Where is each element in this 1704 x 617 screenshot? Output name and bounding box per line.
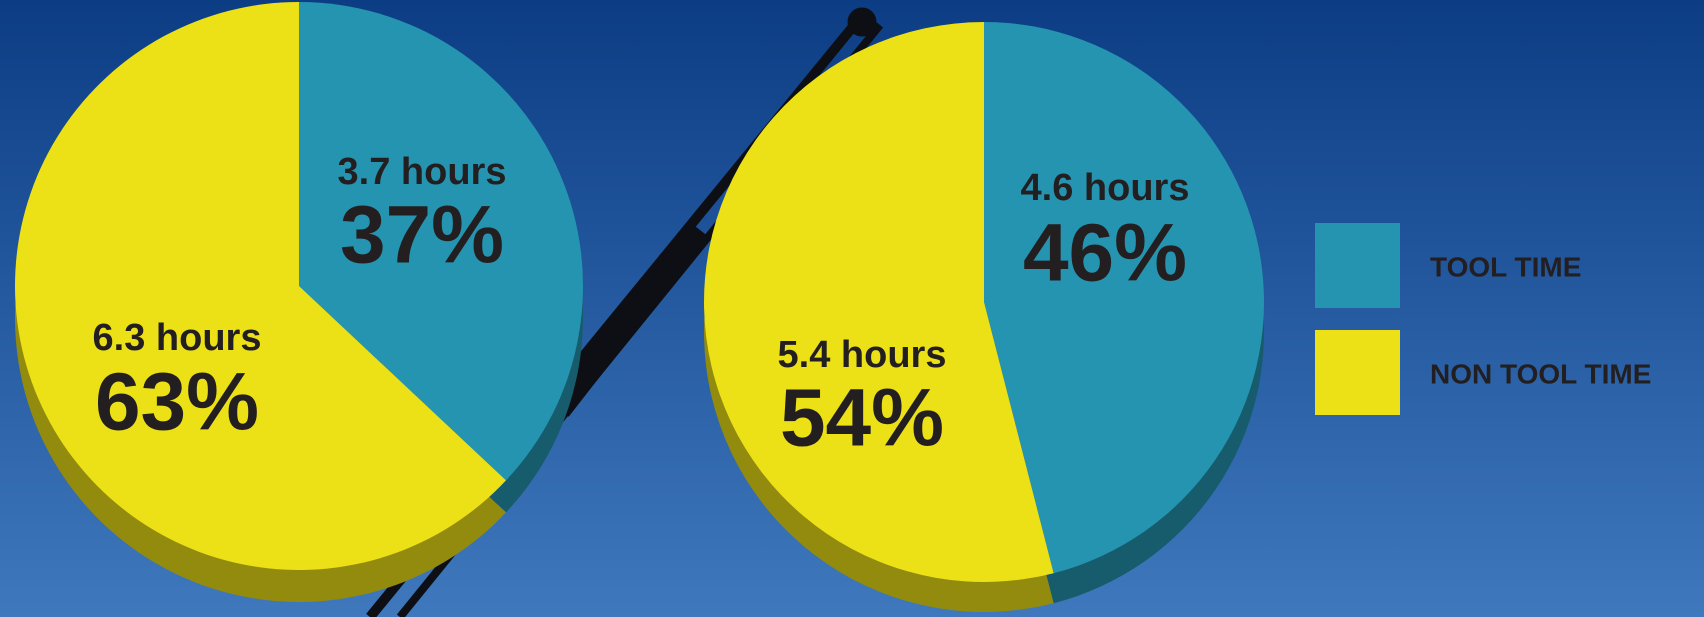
slice [14, 2, 507, 570]
hours-label: 6.3 hours [93, 317, 262, 359]
slice [984, 22, 1265, 574]
hours-label: 4.6 hours [1021, 167, 1190, 209]
hours-label: 3.7 hours [338, 151, 507, 193]
percent-label: 54% [780, 373, 944, 464]
legend-label: NON TOOL TIME [1430, 358, 1651, 389]
hours-label: 5.4 hours [778, 334, 947, 376]
percent-label: 46% [1023, 208, 1187, 299]
legend-swatch [1315, 223, 1400, 308]
percent-label: 63% [95, 357, 259, 448]
slice [704, 22, 1054, 582]
legend-swatch [1315, 330, 1400, 415]
legend-label: TOOL TIME [1430, 251, 1581, 282]
percent-label: 37% [340, 190, 504, 281]
slice [299, 2, 583, 481]
